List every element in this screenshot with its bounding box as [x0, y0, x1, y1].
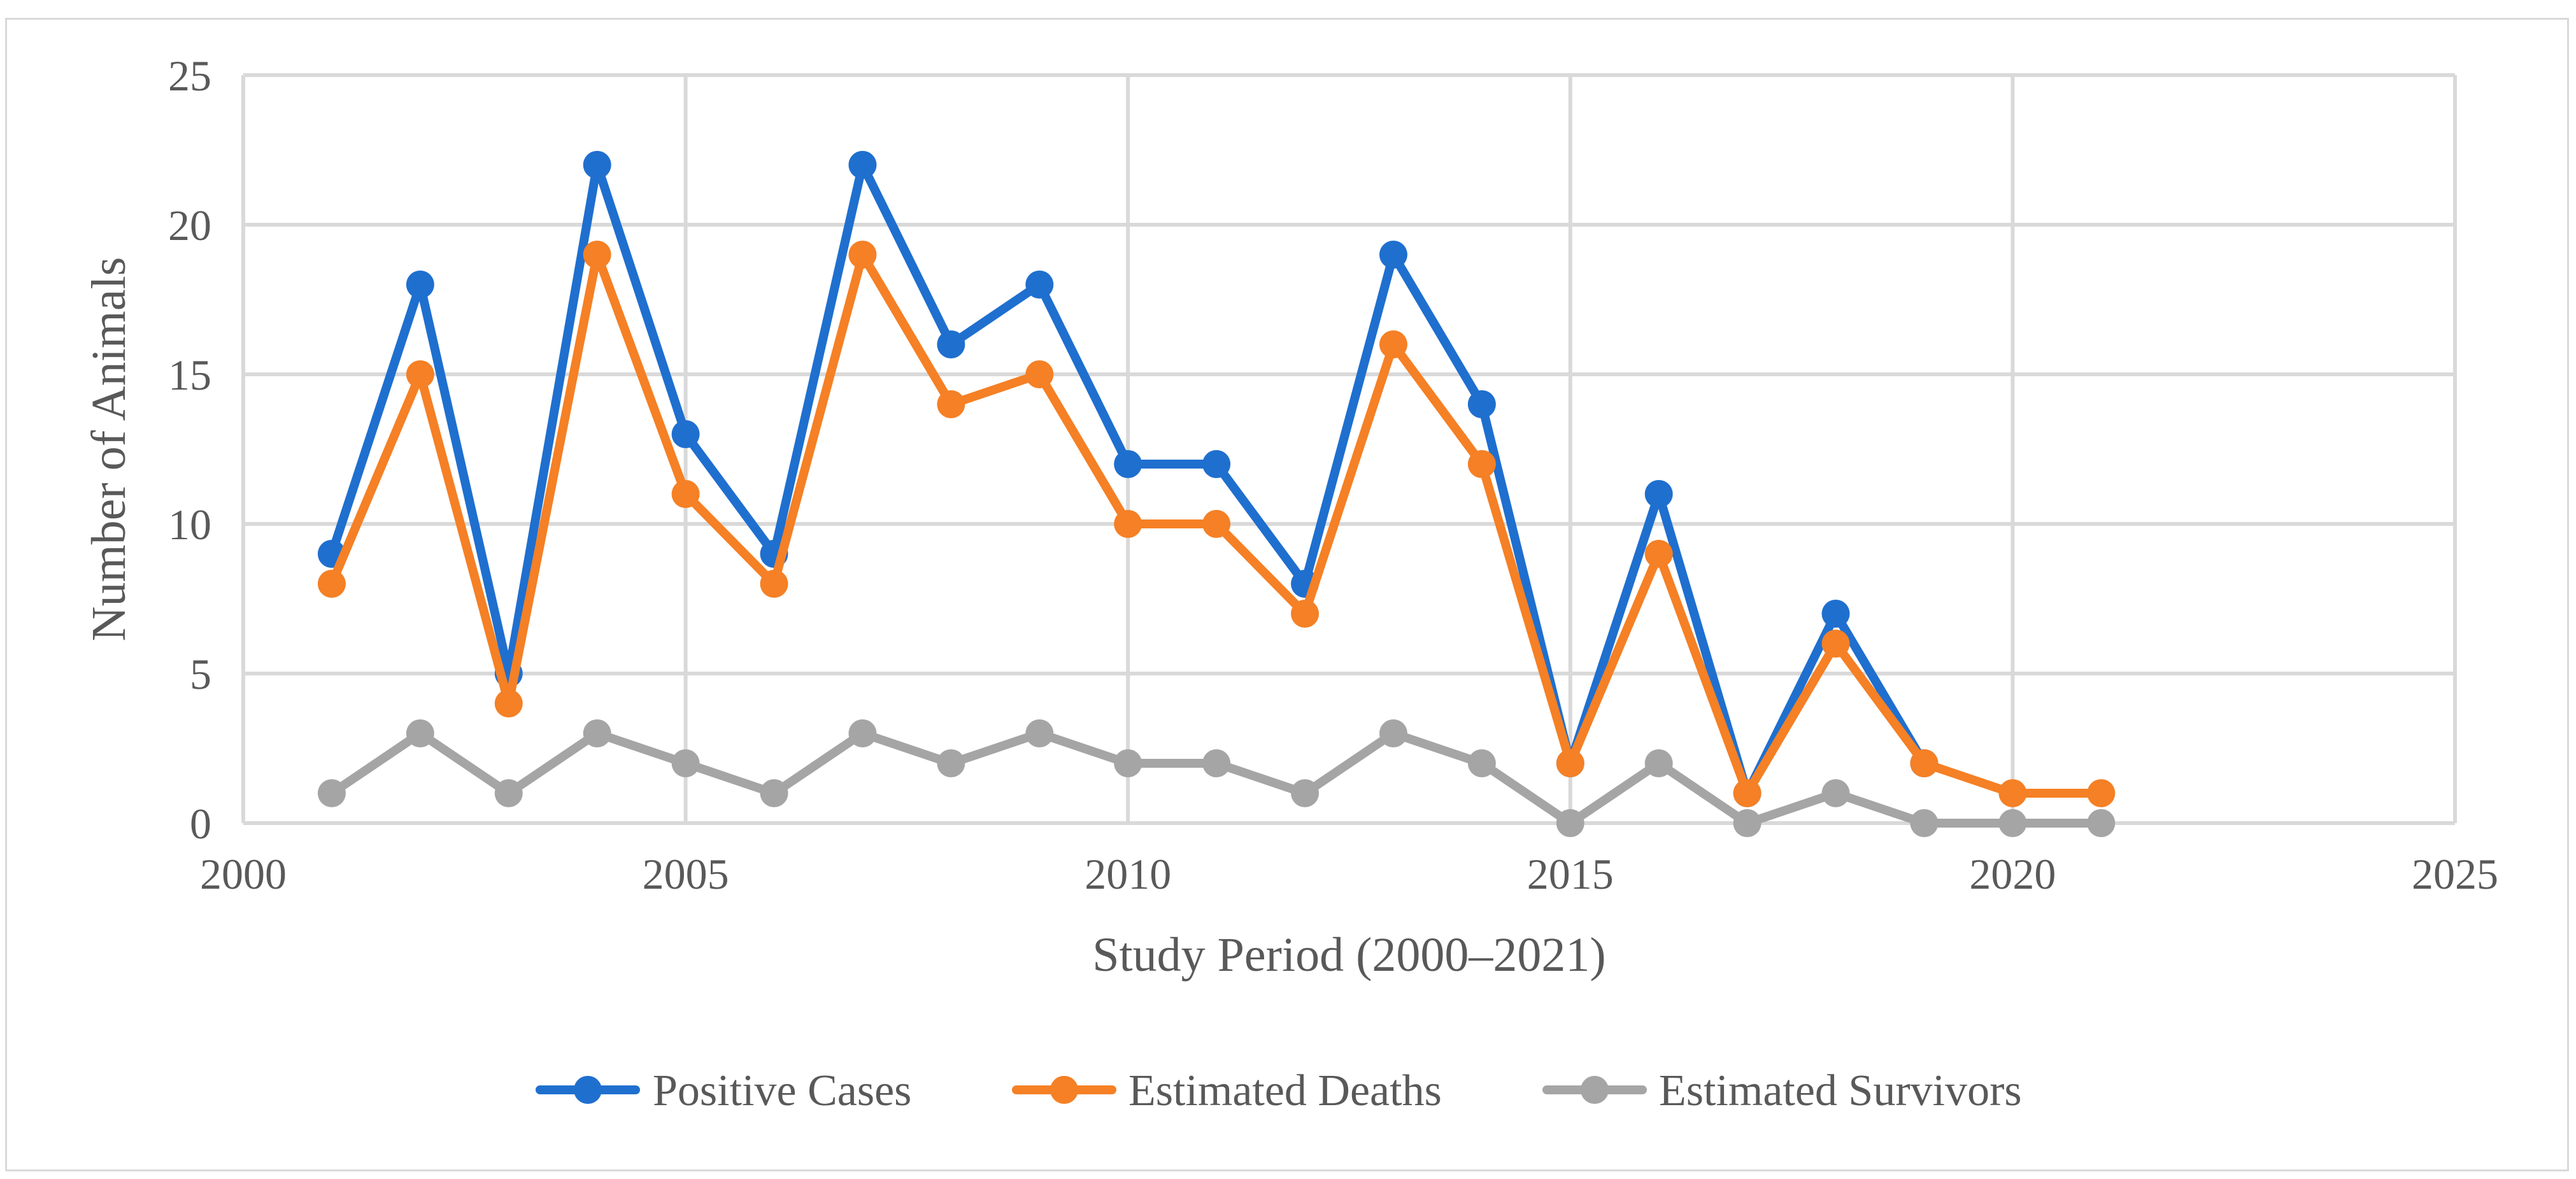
data-point [937, 390, 965, 418]
data-point [1910, 809, 1939, 837]
data-point [1556, 749, 1584, 777]
data-point [317, 779, 346, 807]
data-point [937, 330, 965, 358]
legend-label: Positive Cases [653, 1066, 911, 1115]
data-point [406, 271, 434, 299]
x-tick-label: 2020 [1969, 850, 2056, 898]
x-tick-label: 2005 [643, 850, 729, 898]
data-point [406, 719, 434, 747]
legend-entry: Positive Cases [536, 1066, 911, 1115]
legend: Positive Cases Estimated Deaths Estimated … [536, 1066, 2022, 1115]
legend-entry: Estimated Survivors [1542, 1066, 2022, 1115]
data-point [583, 151, 611, 179]
data-point [1379, 330, 1407, 358]
data-point [1202, 450, 1231, 478]
data-point [2087, 779, 2116, 807]
x-tick-label: 2010 [1085, 850, 1171, 898]
data-point [406, 360, 434, 388]
series-estimated-deaths [317, 241, 2116, 807]
data-point [671, 749, 700, 777]
data-point [1644, 540, 1673, 568]
data-point [1733, 809, 1761, 837]
data-point [583, 719, 611, 747]
data-point [583, 241, 611, 269]
data-point [1644, 749, 1673, 777]
data-point [2087, 809, 2116, 837]
data-point [671, 480, 700, 508]
data-point [1910, 749, 1939, 777]
data-point [1467, 390, 1496, 418]
data-point [1202, 510, 1231, 538]
data-point [1025, 360, 1054, 388]
data-point [1821, 779, 1850, 807]
data-point [1821, 630, 1850, 658]
series-estimated-survivors [317, 719, 2116, 837]
data-point [1644, 480, 1673, 508]
data-point [848, 241, 877, 269]
y-axis-title: Number of Animals [82, 257, 136, 642]
y-tick-label: 15 [168, 351, 211, 399]
y-tick-label: 10 [168, 500, 211, 549]
x-tick-label: 2015 [1527, 850, 1614, 898]
data-point [671, 420, 700, 448]
data-point [494, 689, 523, 717]
series-layer [317, 151, 2116, 837]
y-tick-label: 25 [168, 52, 211, 100]
legend-label: Estimated Deaths [1128, 1066, 1442, 1115]
data-point [760, 570, 788, 598]
data-point [1114, 749, 1142, 777]
data-point [1467, 450, 1496, 478]
data-point [1998, 779, 2027, 807]
legend-entry: Estimated Deaths [1012, 1066, 1442, 1115]
data-point [1467, 749, 1496, 777]
grid-layer [241, 73, 2457, 825]
y-tick-label: 0 [190, 800, 211, 848]
legend-marker-swatch [574, 1076, 602, 1104]
data-point [848, 151, 877, 179]
data-point [937, 749, 965, 777]
data-point [1556, 809, 1584, 837]
legend-marker-swatch [1050, 1076, 1078, 1104]
data-point [317, 570, 346, 598]
y-tick-label: 5 [190, 650, 211, 698]
data-point [1998, 809, 2027, 837]
data-point [1114, 450, 1142, 478]
x-axis-title: Study Period (2000–2021) [1092, 928, 1605, 982]
legend-marker-swatch [1581, 1076, 1609, 1104]
data-point [1733, 779, 1761, 807]
data-point [494, 779, 523, 807]
data-point [1025, 271, 1054, 299]
x-tick-label: 2000 [200, 850, 287, 898]
data-point [1025, 719, 1054, 747]
data-point [1291, 779, 1320, 807]
legend-label: Estimated Survivors [1659, 1066, 2022, 1115]
x-tick-label: 2025 [2412, 850, 2498, 898]
data-point [1379, 719, 1407, 747]
data-point [848, 719, 877, 747]
data-point [1379, 241, 1407, 269]
data-point [1821, 600, 1850, 628]
y-tick-label: 20 [168, 201, 211, 250]
data-point [1114, 510, 1142, 538]
data-point [1291, 600, 1320, 628]
data-point [760, 779, 788, 807]
data-point [1202, 749, 1231, 777]
